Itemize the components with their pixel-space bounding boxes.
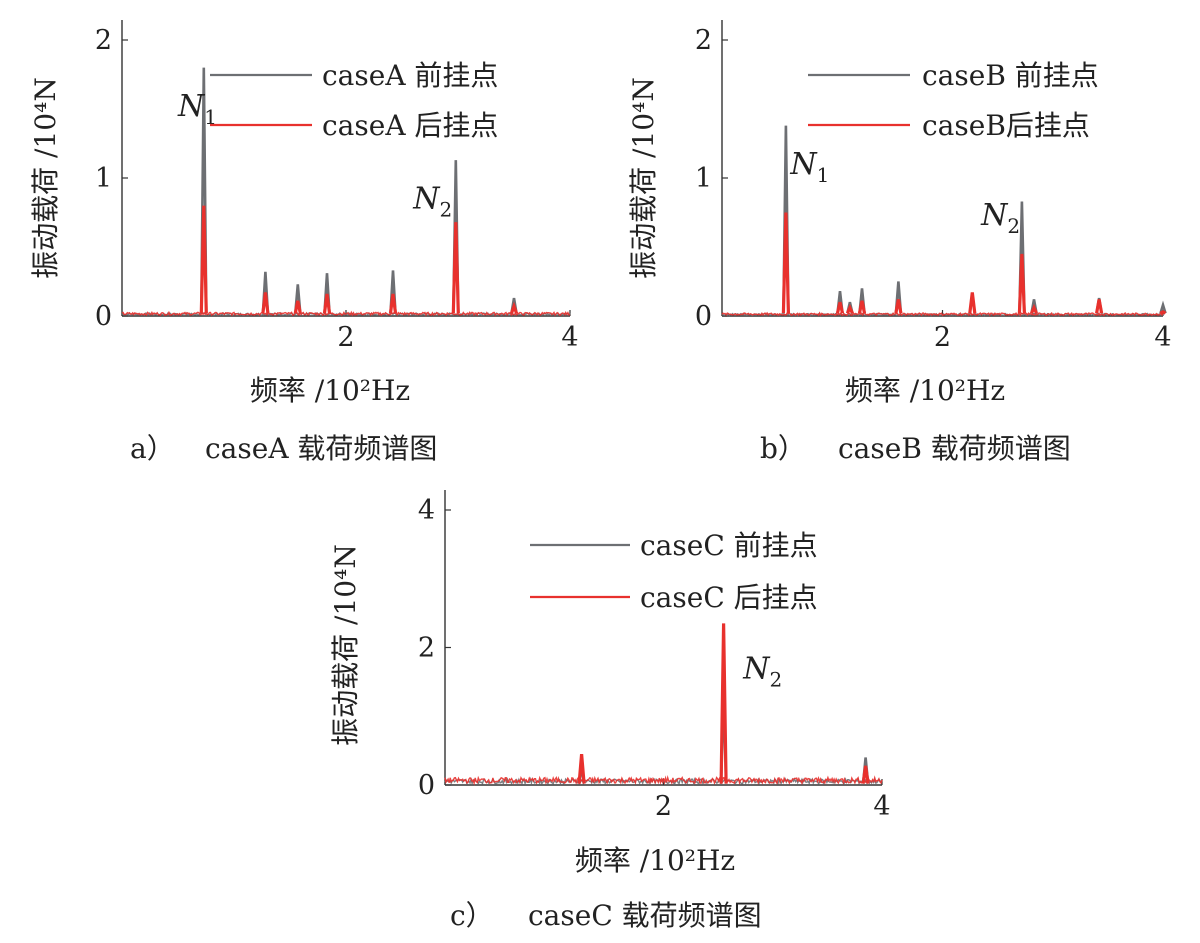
y-tick-label: 2 [95,25,112,56]
x-tick-label: 4 [1154,322,1171,353]
x-tick-label: 2 [337,322,354,353]
peak-label-letter: N [177,89,206,124]
panel-caption-prefix: b） [760,432,806,465]
peak-label-subscript: 1 [817,163,830,187]
panel-caption: caseC 载荷频谱图 [528,899,762,932]
series-1-peak [1095,299,1104,314]
legend-entry: caseB 前挂点 [922,59,1099,92]
y-tick-label: 0 [418,770,435,801]
series-1-peak [293,300,302,314]
peak-label-subscript: 2 [439,197,452,221]
series-1-peak [857,300,867,314]
peak-label-letter: N [742,651,771,686]
x-tick-label: 2 [655,791,672,822]
y-tick-label: 0 [95,301,112,332]
legend-entry: caseA 后挂点 [322,109,498,142]
peak-label-letter: N [789,147,818,182]
peak-label: N2 [980,198,1020,238]
y-tick-label: 2 [695,25,712,56]
series-1-peak [388,293,398,314]
series-1-peak [199,205,208,314]
panel-caption-prefix: a） [130,432,175,465]
series-noise-0 [444,776,883,787]
x-axis-label: 频率 /10²Hz [575,844,735,877]
x-axis-label: 频率 /10²Hz [250,374,410,407]
panel-caption: caseB 载荷频谱图 [838,432,1071,465]
series-1-peak [509,301,519,314]
y-tick-label: 0 [695,301,712,332]
peak-label: N2 [742,651,782,691]
peak-label: N1 [177,89,217,129]
series-1-peak [719,623,728,784]
series-1-peak [894,299,903,314]
series-1-peak [968,292,977,314]
legend-entry: caseC 前挂点 [640,529,818,562]
series-1-peak [861,765,870,784]
x-tick-label: 4 [561,322,578,353]
series-noise-1 [444,774,883,786]
y-tick-label: 1 [695,163,712,194]
peak-label-subscript: 2 [770,667,783,691]
peak-label-subscript: 2 [1007,214,1020,238]
peak-label: N2 [412,181,452,221]
legend-entry: caseB后挂点 [922,109,1090,142]
legend-entry: caseC 后挂点 [640,581,818,614]
y-tick-label: 2 [418,633,435,664]
series-noise-1 [121,310,571,317]
series-1-peak [577,753,586,784]
y-axis-label: 振动载荷 /10⁴N [29,77,62,279]
peak-label: N1 [789,147,829,187]
series-noise-1 [721,311,1164,317]
series-1-peak [1030,303,1038,314]
series-1-peak [261,292,270,314]
y-tick-label: 4 [418,495,435,526]
series-1-peak [781,212,790,314]
x-tick-label: 4 [873,791,890,822]
peak-label-letter: N [412,181,441,216]
series-1-peak [1159,310,1167,315]
y-axis-label: 振动载荷 /10⁴N [627,77,660,279]
x-tick-label: 2 [934,322,951,353]
series-1-peak [845,303,854,314]
series-1-peak [451,222,460,314]
series-1-peak [835,301,845,314]
y-axis-label: 振动载荷 /10⁴N [329,544,362,746]
legend-entry: caseA 前挂点 [322,59,498,92]
peak-label-subscript: 1 [204,105,217,129]
panel-caption: caseA 载荷频谱图 [205,432,437,465]
series-0-peak [1159,300,1167,314]
series-1-peak [1017,253,1026,314]
y-tick-label: 1 [95,163,112,194]
x-axis-label: 频率 /10²Hz [845,374,1005,407]
peak-label-letter: N [980,198,1009,233]
series-1-peak [322,293,332,314]
panel-caption-prefix: c） [450,899,494,932]
